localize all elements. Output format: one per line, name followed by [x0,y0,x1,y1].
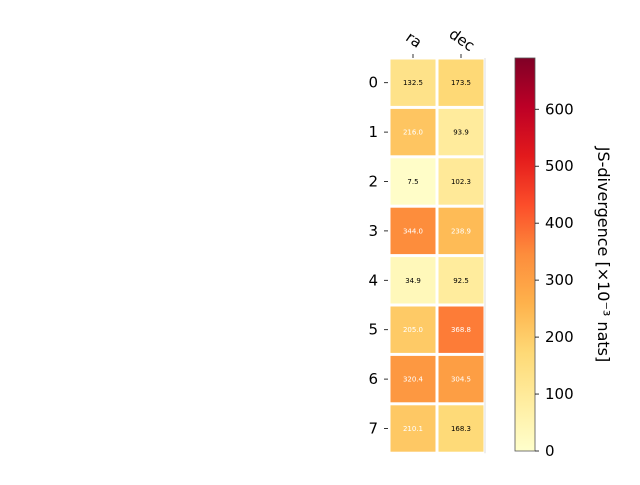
colorbar-label: JS-divergence [×10⁻³ nats] [594,146,613,362]
row-label: 7 [368,420,378,438]
heatmap-cell [390,207,436,255]
heatmap-cell [390,59,436,106]
cell-value-label: 210.1 [403,425,423,433]
column-labels: ra dec [402,25,478,58]
heatmap-cell [438,355,484,403]
row-label: 3 [368,222,378,240]
heatmap-cell [390,405,436,452]
colorbar-gradient [514,57,536,452]
heatmap-cell [438,108,484,156]
heatmap-cell [438,306,484,353]
row-label: 0 [368,74,378,92]
cell-value-label: 205.0 [403,326,423,334]
colorbar-tick-label: 400 [545,214,574,232]
heatmap-cell [390,158,436,205]
colorbar-tick-label: 0 [545,442,555,460]
colorbar-tick-label: 500 [545,157,574,175]
heatmap-cell [438,158,484,205]
cell-value-label: 168.3 [451,425,471,433]
column-label: ra [402,28,425,52]
cell-value-label: 92.5 [453,277,469,285]
row-label: 2 [368,173,378,191]
heatmap-cell [390,108,436,156]
heatmap-grid: 132.5 173.5 216.0 93.9 7.5 102.3 344.0 238.9 34.… [390,58,486,454]
heatmap-cell [390,355,436,403]
row-label: 6 [368,370,378,388]
cell-value-label: 7.5 [407,178,418,186]
cell-value-label: 344.0 [403,227,423,235]
cell-value-label: 34.9 [405,277,421,285]
row-label: 4 [368,271,378,289]
cell-value-label: 320.4 [403,376,424,384]
cell-value-label: 173.5 [451,79,471,87]
row-label: 5 [368,321,378,339]
cell-value-label: 304.5 [451,376,471,384]
cell-value-label: 238.9 [451,227,471,235]
colorbar: 0 100 200 300 400 500 600 JS-divergence [×10⁻³ … [514,57,613,460]
heatmap-cell [438,405,484,452]
colorbar-tick-label: 200 [545,328,574,346]
heatmap-cell [438,207,484,255]
cell-value-label: 102.3 [451,178,471,186]
cell-value-label: 132.5 [403,79,423,87]
cell-value-label: 368.8 [451,326,471,334]
cell-value-label: 216.0 [403,129,423,137]
row-label: 1 [368,123,378,141]
column-label: dec [446,25,478,55]
heatmap-cell [438,257,484,304]
colorbar-tick-label: 600 [545,100,574,118]
heatmap-cell [438,59,484,106]
colorbar-tick-label: 100 [545,385,574,403]
colorbar-tick-label: 300 [545,271,574,289]
heatmap-cell [390,306,436,353]
heatmap-cell [390,257,436,304]
cell-value-label: 93.9 [453,129,469,137]
row-labels: 0 1 2 3 4 5 6 7 [368,74,388,438]
